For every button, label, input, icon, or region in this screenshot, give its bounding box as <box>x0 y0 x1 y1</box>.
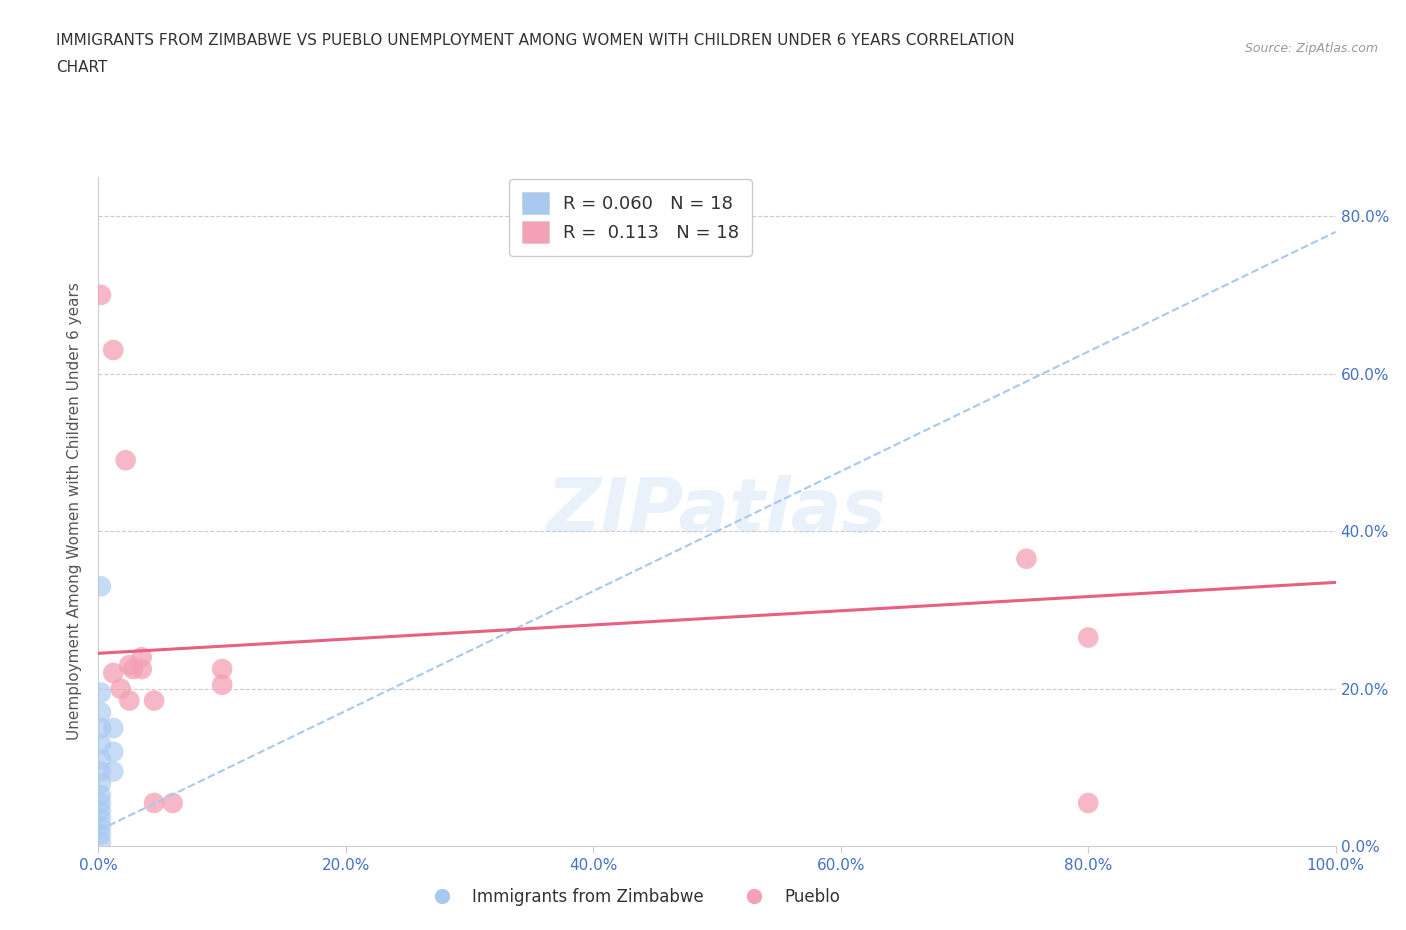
Point <box>90 827 112 842</box>
Text: ZIPatlas: ZIPatlas <box>547 475 887 548</box>
Text: CHART: CHART <box>56 60 108 75</box>
Point <box>1077 631 1099 645</box>
Point <box>103 721 125 736</box>
Point <box>103 666 125 681</box>
Point <box>131 661 153 676</box>
Y-axis label: Unemployment Among Women with Children Under 6 years: Unemployment Among Women with Children U… <box>67 283 83 740</box>
Point <box>131 650 153 665</box>
Point <box>103 744 125 759</box>
Point <box>211 677 233 692</box>
Point <box>143 693 166 708</box>
Point <box>162 795 184 810</box>
Legend: R = 0.060   N = 18, R =  0.113   N = 18: R = 0.060 N = 18, R = 0.113 N = 18 <box>509 179 752 256</box>
Point <box>118 658 141 672</box>
Point <box>90 788 112 803</box>
Legend: Immigrants from Zimbabwe, Pueblo: Immigrants from Zimbabwe, Pueblo <box>419 881 846 912</box>
Point <box>143 795 166 810</box>
Point <box>90 811 112 826</box>
Point <box>90 819 112 834</box>
Point <box>90 752 112 767</box>
Point <box>110 682 132 697</box>
Point <box>1077 795 1099 810</box>
Point <box>118 693 141 708</box>
Point <box>103 764 125 779</box>
Point <box>103 342 125 357</box>
Point <box>90 795 112 810</box>
Point <box>90 737 112 751</box>
Point <box>90 764 112 779</box>
Point <box>90 804 112 818</box>
Point <box>90 705 112 720</box>
Point <box>90 721 112 736</box>
Point <box>90 287 112 302</box>
Point <box>114 453 136 468</box>
Point <box>90 835 112 850</box>
Text: IMMIGRANTS FROM ZIMBABWE VS PUEBLO UNEMPLOYMENT AMONG WOMEN WITH CHILDREN UNDER : IMMIGRANTS FROM ZIMBABWE VS PUEBLO UNEMP… <box>56 33 1015 47</box>
Text: Source: ZipAtlas.com: Source: ZipAtlas.com <box>1244 42 1378 55</box>
Point <box>211 661 233 676</box>
Point <box>90 776 112 790</box>
Point <box>122 661 145 676</box>
Point <box>90 578 112 593</box>
Point <box>1015 551 1038 566</box>
Point <box>90 685 112 700</box>
